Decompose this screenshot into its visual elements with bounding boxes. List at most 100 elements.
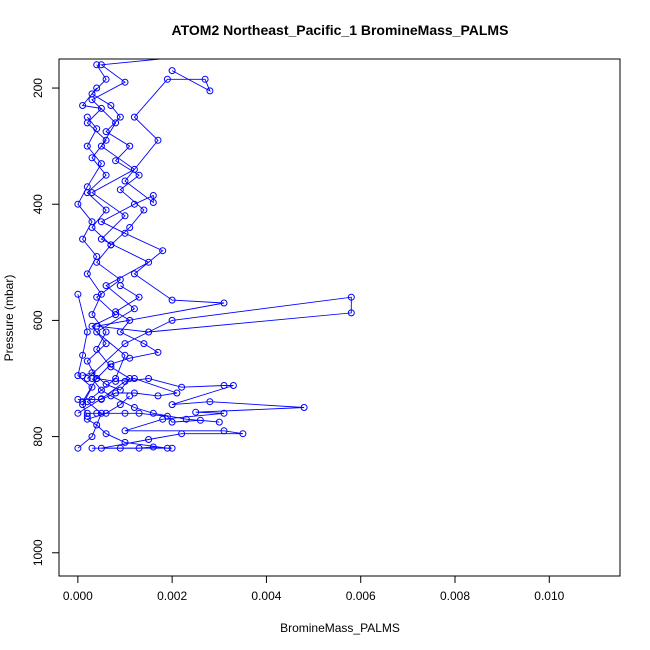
- data-point-s2-17: [178, 430, 186, 438]
- data-point-s6-20: [83, 113, 91, 121]
- data-point-s3-2: [121, 340, 129, 348]
- data-point-s1-3: [97, 409, 105, 417]
- data-point-s5-6: [154, 392, 162, 400]
- data-point-s6-10: [97, 290, 105, 298]
- data-point-s8-12: [126, 392, 134, 400]
- data-point-s2-8: [168, 401, 176, 409]
- data-point-s5-11: [107, 360, 115, 368]
- data-point-s6-7: [93, 345, 101, 353]
- data-point-s4-3: [83, 357, 91, 365]
- data-point-s2-20: [168, 444, 176, 452]
- data-point-s5-19: [116, 282, 124, 290]
- x-tick-label: 0.006: [346, 589, 376, 603]
- data-point-s8-9: [83, 415, 91, 423]
- data-point-s7-2: [93, 409, 101, 417]
- data-point-s1-19: [97, 61, 105, 69]
- data-point-s3-3: [168, 316, 176, 324]
- data-point-s3-13: [97, 218, 105, 226]
- data-point-s8-10: [102, 409, 110, 417]
- data-point-s6-14: [88, 218, 96, 226]
- y-tick-label: 400: [31, 194, 45, 214]
- data-point-s7-8: [215, 418, 223, 426]
- data-point-s2-18: [145, 436, 153, 443]
- data-point-s4-20: [93, 84, 101, 92]
- data-point-s4-16: [102, 136, 110, 144]
- data-point-s8-5: [163, 444, 171, 452]
- data-point-s6-5: [126, 375, 134, 382]
- data-point-s4-15: [88, 154, 96, 162]
- data-point-s1-12: [121, 212, 129, 220]
- data-point-s1-11: [97, 235, 105, 243]
- data-point-s3-4: [347, 293, 355, 301]
- data-point-s4-4: [102, 340, 110, 348]
- data-point-s3-21: [201, 75, 209, 83]
- data-point-s2-19: [97, 444, 105, 452]
- data-point-s1-15: [97, 142, 105, 150]
- data-point-s8-3: [135, 444, 143, 452]
- data-point-s3-10: [130, 270, 138, 278]
- data-point-s4-12: [102, 206, 110, 214]
- x-axis-label: BromineMass_PALMS: [280, 621, 400, 635]
- data-point-s10-11: [140, 206, 148, 214]
- data-point-s7-10: [149, 409, 157, 417]
- data-point-s10-4: [107, 102, 115, 109]
- data-point-s6-13: [79, 235, 87, 243]
- y-tick-label: 200: [31, 78, 45, 98]
- chart-title: ATOM2 Northeast_Pacific_1 BromineMass_PA…: [172, 22, 509, 38]
- data-point-s5-2: [88, 395, 96, 403]
- data-point-s5-17: [112, 308, 120, 316]
- series-line-10: [91, 64, 145, 246]
- data-point-s10-7: [126, 142, 134, 150]
- data-point-s4-14: [102, 171, 110, 179]
- data-point-s9-4: [74, 372, 82, 380]
- x-tick-label: 0.010: [534, 589, 564, 603]
- data-point-s7-7: [196, 416, 204, 424]
- data-point-s2-14: [121, 427, 129, 435]
- data-point-s2-10: [300, 404, 308, 411]
- data-point-s8-8: [93, 421, 101, 429]
- x-tick-label: 0.000: [63, 589, 93, 603]
- data-point-s10-8: [112, 157, 120, 165]
- data-point-s9-7: [83, 412, 91, 420]
- data-point-s3-9: [168, 296, 176, 304]
- data-point-s3-6: [145, 328, 153, 336]
- data-point-s7-12: [107, 392, 115, 400]
- data-point-s3-14: [130, 200, 138, 208]
- x-tick-label: 0.008: [440, 589, 470, 603]
- data-point-s4-19: [79, 102, 87, 109]
- data-point-s5-1: [74, 395, 82, 403]
- data-point-s3-20: [163, 75, 171, 83]
- data-point-s1-2: [88, 433, 96, 441]
- data-point-s1-13: [88, 189, 96, 197]
- data-point-s3-5: [347, 309, 355, 317]
- data-point-s3-7: [93, 322, 101, 330]
- data-point-s10-12: [126, 224, 134, 231]
- data-point-s6-3: [102, 380, 110, 388]
- data-point-s4-18: [97, 104, 105, 112]
- data-point-s10-9: [135, 171, 143, 179]
- data-point-s3-19: [130, 113, 138, 121]
- y-axis: 200 400 600 800 1000: [31, 78, 60, 566]
- x-tick-label: 0.004: [251, 589, 281, 603]
- data-point-s5-14: [140, 340, 148, 348]
- y-tick-label: 600: [31, 310, 45, 330]
- data-point-s5-10: [93, 375, 101, 382]
- data-point-s1-9: [102, 282, 110, 290]
- data-point-s1-5: [112, 375, 120, 382]
- series-line-5: [77, 285, 178, 400]
- data-point-s2-4: [145, 375, 153, 382]
- data-point-s10-13: [107, 241, 115, 249]
- data-point-s1-16: [112, 119, 120, 127]
- data-point-s3-18: [154, 136, 162, 144]
- x-axis: 0.000 0.002 0.004 0.006 0.008 0.010: [63, 575, 565, 603]
- data-point-s1-18: [121, 78, 129, 86]
- data-point-s3-15: [149, 192, 157, 199]
- data-point-s10-6: [102, 128, 110, 136]
- series-line-3: [86, 70, 352, 379]
- data-point-s6-12: [93, 253, 101, 260]
- data-point-s5-9: [112, 377, 120, 385]
- data-point-s6-4: [116, 386, 124, 394]
- data-point-s9-3: [79, 351, 87, 359]
- data-point-s3-11: [159, 247, 167, 255]
- data-point-s2-1: [74, 409, 82, 417]
